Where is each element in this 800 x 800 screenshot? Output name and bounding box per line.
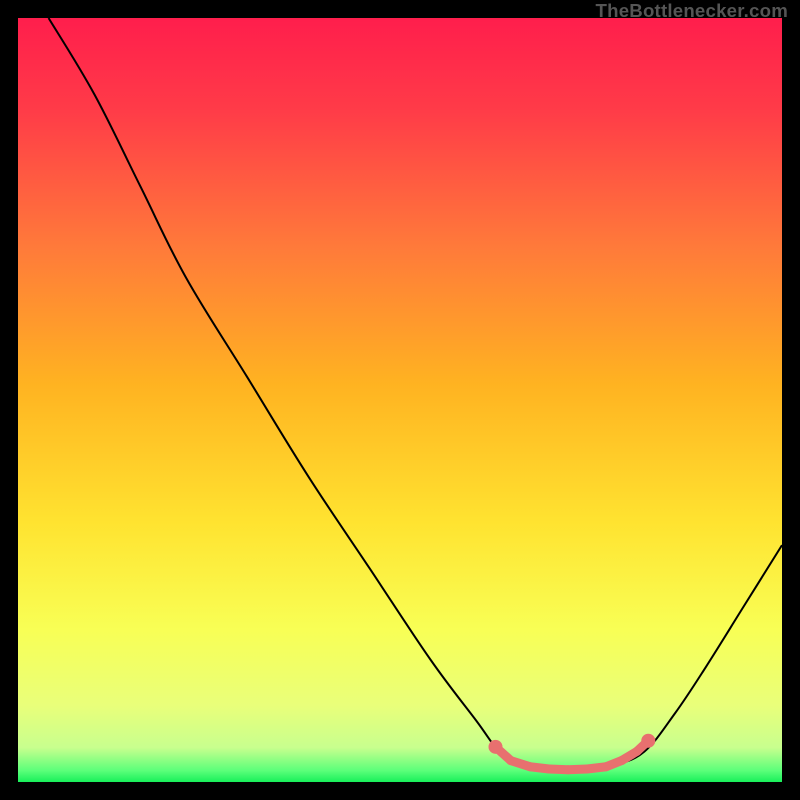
marker-segments bbox=[496, 741, 649, 770]
bottleneck-curve bbox=[49, 18, 782, 770]
plot-area bbox=[18, 18, 782, 782]
watermark-text: TheBottlenecker.com bbox=[596, 0, 789, 22]
chart-root: TheBottlenecker.com bbox=[0, 0, 800, 800]
curve-layer bbox=[18, 18, 782, 782]
